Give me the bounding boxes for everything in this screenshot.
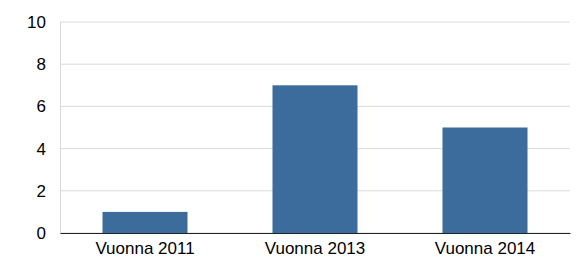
y-tick-label: 0	[37, 224, 46, 243]
plot: 0 2 4 6 8 10 Vuonna 2011 Vuonna 2013 Vuonna 2014	[27, 13, 570, 258]
x-tick: Vuonna 2014	[435, 233, 536, 258]
y-tick-label: 6	[37, 97, 46, 116]
y-axis: 0 2 4 6 8 10	[27, 13, 60, 243]
y-tick-label: 4	[37, 140, 46, 159]
grid-line	[60, 64, 570, 65]
x-tick-label: Vuonna 2014	[435, 239, 536, 258]
x-tick-label: Vuonna 2011	[95, 239, 194, 258]
y-tick: 8	[37, 55, 60, 74]
y-tick: 0	[37, 224, 60, 243]
x-tick: Vuonna 2011	[95, 233, 194, 258]
bars	[103, 85, 528, 233]
y-tick: 4	[37, 140, 60, 159]
x-axis-line	[61, 233, 571, 234]
x-tick-label: Vuonna 2013	[265, 239, 366, 258]
grid-line	[60, 22, 570, 23]
y-axis-line	[60, 23, 61, 234]
bar	[273, 85, 358, 233]
x-axis: Vuonna 2011 Vuonna 2013 Vuonna 2014	[61, 233, 571, 258]
y-tick: 6	[37, 97, 60, 116]
chart: 0 2 4 6 8 10 Vuonna 2011 Vuonna 2013 Vuonna 2014	[0, 0, 576, 278]
x-tick: Vuonna 2013	[265, 233, 366, 258]
bar	[443, 128, 528, 234]
bar	[103, 212, 188, 233]
grid	[60, 22, 570, 233]
y-tick-label: 10	[27, 13, 46, 32]
y-tick: 10	[27, 13, 60, 32]
y-tick: 2	[37, 182, 60, 201]
y-tick-label: 8	[37, 55, 46, 74]
y-tick-label: 2	[37, 182, 46, 201]
